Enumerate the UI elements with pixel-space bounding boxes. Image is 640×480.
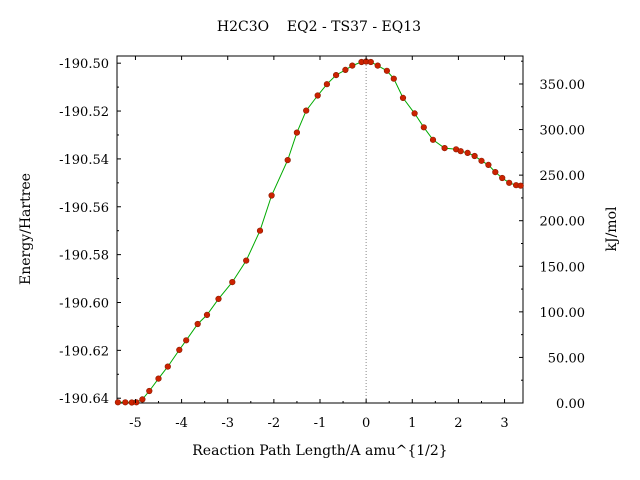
x-tick-label: -2 bbox=[268, 416, 281, 431]
y2-axis-title: kJ/mol bbox=[604, 206, 620, 252]
data-point bbox=[471, 152, 478, 160]
y2-tick-label: 0.00 bbox=[556, 397, 585, 412]
y2-tick-label: 150.00 bbox=[540, 260, 586, 275]
y2-tick-label: 100.00 bbox=[540, 306, 586, 321]
data-point bbox=[457, 148, 464, 155]
data-point bbox=[485, 161, 492, 168]
x-tick-label: 1 bbox=[408, 416, 416, 431]
data-point bbox=[122, 399, 129, 406]
x-axis-title: Reaction Path Length/A amu^{1/2} bbox=[192, 443, 447, 459]
data-point bbox=[303, 107, 310, 114]
data-point bbox=[499, 174, 506, 182]
data-point bbox=[293, 129, 301, 136]
data-point bbox=[374, 62, 381, 69]
x-tick-label: 2 bbox=[454, 416, 462, 431]
data-point bbox=[342, 66, 349, 73]
y-tick-label: -190.54 bbox=[59, 153, 109, 168]
data-point bbox=[420, 124, 427, 131]
x-tick-label: -5 bbox=[129, 416, 142, 431]
chart-title: H2C3O EQ2 - TS37 - EQ13 bbox=[217, 19, 421, 35]
data-point bbox=[323, 81, 331, 88]
data-point bbox=[464, 149, 471, 156]
y2-tick-label: 50.00 bbox=[548, 351, 585, 366]
data-point bbox=[517, 182, 524, 189]
data-point bbox=[133, 399, 140, 406]
x-tick-label: -3 bbox=[221, 416, 234, 431]
data-point bbox=[383, 67, 391, 74]
x-tick-label: -4 bbox=[175, 416, 188, 431]
y-tick-label: -190.60 bbox=[59, 296, 109, 311]
y2-tick-label: 350.00 bbox=[540, 78, 586, 93]
y-axis-title: Energy/Hartree bbox=[18, 173, 34, 285]
data-point bbox=[492, 169, 499, 176]
y2-tick-label: 300.00 bbox=[540, 124, 586, 139]
data-point bbox=[314, 92, 321, 99]
y-tick-label: -190.58 bbox=[59, 249, 109, 264]
data-point bbox=[155, 375, 162, 382]
x-tick-label: 0 bbox=[362, 416, 370, 431]
data-point bbox=[441, 145, 448, 152]
data-point bbox=[164, 363, 171, 370]
data-point bbox=[333, 71, 340, 79]
data-point bbox=[176, 346, 183, 354]
data-point bbox=[367, 58, 374, 66]
x-tick-label: 3 bbox=[500, 416, 508, 431]
data-point bbox=[349, 62, 356, 69]
data-point bbox=[203, 311, 211, 319]
y2-tick-label: 250.00 bbox=[540, 169, 586, 184]
y-tick-label: -190.52 bbox=[59, 105, 109, 120]
y-tick-label: -190.64 bbox=[59, 392, 109, 407]
y2-tick-label: 200.00 bbox=[540, 215, 586, 230]
data-point bbox=[183, 337, 190, 344]
data-point bbox=[139, 396, 146, 403]
data-point bbox=[478, 157, 485, 164]
data-point bbox=[229, 279, 236, 286]
data-point bbox=[390, 75, 397, 82]
data-point bbox=[146, 387, 153, 395]
y-tick-label: -190.62 bbox=[59, 344, 109, 359]
data-point bbox=[429, 136, 437, 143]
x-tick-label: -1 bbox=[314, 416, 327, 431]
data-point bbox=[268, 192, 275, 199]
data-point bbox=[243, 257, 250, 264]
data-point bbox=[399, 94, 407, 101]
data-point bbox=[256, 227, 264, 234]
data-point bbox=[194, 320, 201, 328]
data-point bbox=[411, 110, 418, 117]
y-tick-label: -190.50 bbox=[59, 57, 109, 72]
data-point bbox=[284, 157, 291, 164]
data-point bbox=[215, 295, 222, 303]
data-point bbox=[114, 399, 121, 406]
y-tick-label: -190.56 bbox=[59, 201, 109, 216]
data-point bbox=[506, 179, 513, 186]
